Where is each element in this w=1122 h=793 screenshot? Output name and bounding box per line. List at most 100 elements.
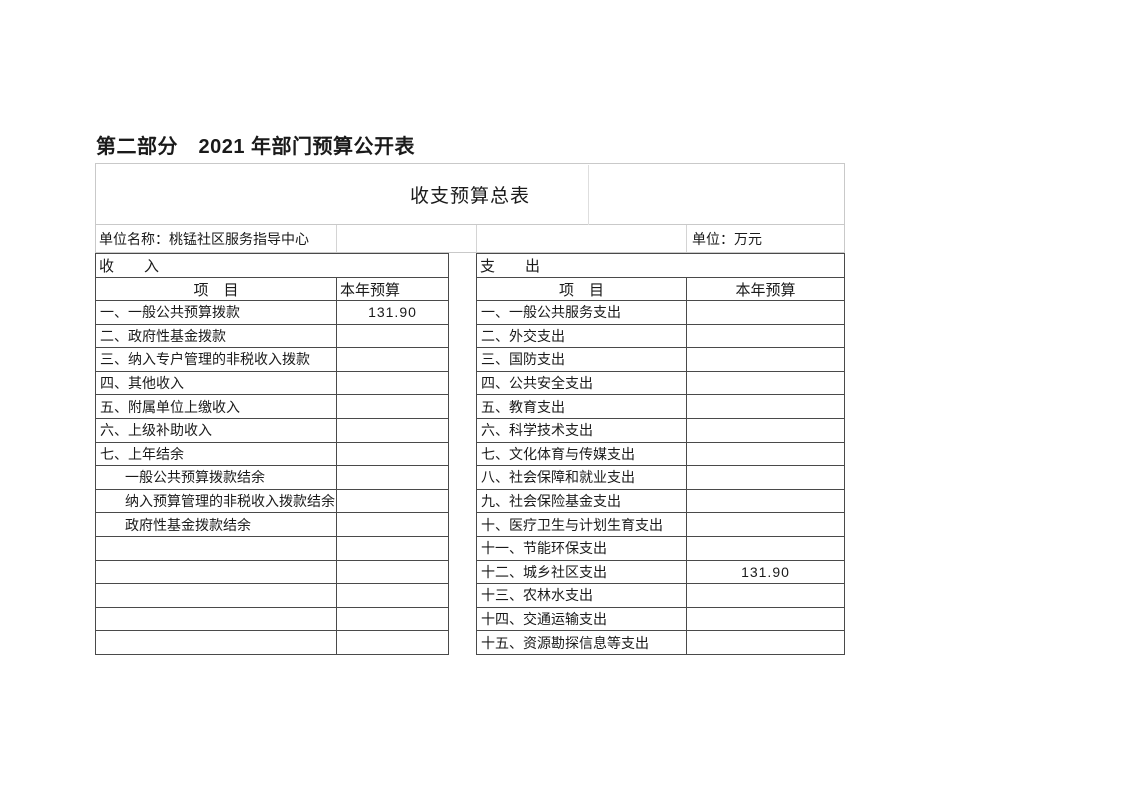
budget-cell [337, 513, 448, 536]
budget-cell: 131.90 [368, 304, 417, 321]
item-cell: 一、一般公共预算拨款 [96, 301, 337, 324]
budget-cell [337, 443, 448, 466]
income-budget-column-header: 本年预算 [340, 281, 401, 299]
table-row: 四、其他收入 [96, 371, 448, 396]
table-row: 六、上级补助收入 [96, 418, 448, 443]
budget-cell [687, 301, 844, 324]
table-row: 二、外交支出 [477, 324, 844, 349]
table-row: 五、教育支出 [477, 395, 844, 419]
table-row [96, 560, 448, 585]
table-row [96, 631, 448, 654]
table-row: 一般公共预算拨款结余 [96, 466, 448, 490]
item-cell: 七、文化体育与传媒支出 [477, 442, 687, 466]
table-row: 五、附属单位上缴收入 [96, 395, 448, 419]
budget-cell [337, 395, 448, 418]
budget-cell [337, 372, 448, 395]
budget-cell [337, 608, 448, 631]
item-cell [96, 560, 337, 584]
item-cell [96, 631, 337, 654]
table-row [96, 536, 448, 561]
budget-cell [687, 490, 844, 513]
expense-item-column-header: 项 目 [477, 278, 687, 300]
table-row: 一、一般公共预算拨款 131.90 [96, 301, 448, 325]
item-cell: 四、公共安全支出 [477, 371, 687, 395]
budget-cell [687, 372, 844, 395]
item-cell: 五、附属单位上缴收入 [96, 395, 337, 418]
budget-cell [337, 631, 448, 654]
item-cell: 七、上年结余 [96, 442, 337, 466]
item-cell: 十二、城乡社区支出 [477, 560, 687, 584]
item-cell: 十四、交通运输支出 [477, 607, 687, 631]
income-table: 收 入 项 目 本年预算 一、一般公共预算拨款 131.90 二、政府性基金拨款 三、… [95, 253, 449, 655]
item-cell: 十五、资源勘探信息等支出 [477, 631, 687, 654]
item-cell: 八、社会保障和就业支出 [477, 466, 687, 489]
table-row: 六、科学技术支出 [477, 418, 844, 443]
document-title: 第二部分 2021 年部门预算公开表 [96, 136, 416, 158]
budget-cell [687, 443, 844, 466]
budget-summary-table: 收支预算总表 单位名称：桃锰社区服务指导中心 单位：万元 收 入 项 目 本年预… [95, 163, 845, 655]
item-cell: 五、教育支出 [477, 395, 687, 418]
table-row: 纳入预算管理的非税收入拨款结余 [96, 489, 448, 514]
item-cell [96, 536, 337, 560]
table-row: 二、政府性基金拨款 [96, 324, 448, 349]
budget-cell [687, 631, 844, 654]
income-column-headers: 项 目 本年预算 [96, 278, 448, 301]
item-cell: 政府性基金拨款结余 [96, 513, 337, 536]
table-row: 十一、节能环保支出 [477, 536, 844, 561]
table-row: 七、文化体育与传媒支出 [477, 442, 844, 467]
item-cell: 三、纳入专户管理的非税收入拨款 [96, 348, 337, 371]
unit-name-cell: 单位名称：桃锰社区服务指导中心 [96, 225, 337, 252]
table-row: 十四、交通运输支出 [477, 607, 844, 632]
table-row: 政府性基金拨款结余 [96, 513, 448, 537]
income-item-column-header: 项 目 [96, 278, 337, 300]
table-row: 四、公共安全支出 [477, 371, 844, 396]
budget-cell [337, 537, 448, 560]
item-cell: 一般公共预算拨款结余 [96, 466, 337, 489]
table-title: 收支预算总表 [409, 185, 530, 207]
item-cell: 十三、农林水支出 [477, 584, 687, 607]
budget-cell [337, 348, 448, 371]
budget-cell [687, 608, 844, 631]
empty-cell [477, 225, 687, 252]
item-cell: 六、上级补助收入 [96, 418, 337, 442]
item-cell: 纳入预算管理的非税收入拨款结余 [96, 489, 337, 513]
income-rows: 一、一般公共预算拨款 131.90 二、政府性基金拨款 三、纳入专户管理的非税收入拨款… [96, 301, 448, 654]
table-row: 十、医疗卫生与计划生育支出 [477, 513, 844, 537]
item-cell [96, 584, 337, 607]
table-row [96, 607, 448, 632]
budget-cell [687, 348, 844, 371]
budget-cell [687, 419, 844, 442]
table-row [96, 584, 448, 608]
budget-cell [687, 537, 844, 560]
item-cell: 二、政府性基金拨款 [96, 324, 337, 348]
table-row: 三、纳入专户管理的非税收入拨款 [96, 348, 448, 372]
budget-cell [337, 584, 448, 607]
item-cell: 十一、节能环保支出 [477, 536, 687, 560]
item-cell: 一、一般公共服务支出 [477, 301, 687, 324]
budget-cell [337, 466, 448, 489]
table-row: 九、社会保险基金支出 [477, 489, 844, 514]
empty-cell [337, 225, 477, 252]
table-row: 十三、农林水支出 [477, 584, 844, 608]
unit-info-row: 单位名称：桃锰社区服务指导中心 单位：万元 [95, 225, 845, 253]
item-cell: 二、外交支出 [477, 324, 687, 348]
item-cell: 十、医疗卫生与计划生育支出 [477, 513, 687, 536]
budget-cell [337, 490, 448, 513]
expense-column-headers: 项 目 本年预算 [477, 278, 844, 301]
table-row: 十五、资源勘探信息等支出 [477, 631, 844, 654]
unit-of-measure-cell: 单位：万元 [692, 230, 762, 247]
budget-cell [687, 325, 844, 348]
table-row: 三、国防支出 [477, 348, 844, 372]
item-cell: 三、国防支出 [477, 348, 687, 371]
expense-table: 支 出 项 目 本年预算 一、一般公共服务支出 二、外交支出 三、国防支出 四、公共安… [476, 253, 845, 655]
table-row: 一、一般公共服务支出 [477, 301, 844, 325]
budget-cell [687, 466, 844, 489]
table-row: 七、上年结余 [96, 442, 448, 467]
cell-seam-divider [588, 165, 589, 225]
table-row: 十二、城乡社区支出 131.90 [477, 560, 844, 585]
budget-cell [687, 584, 844, 607]
item-cell [96, 607, 337, 631]
budget-cell [337, 419, 448, 442]
item-cell: 四、其他收入 [96, 371, 337, 395]
